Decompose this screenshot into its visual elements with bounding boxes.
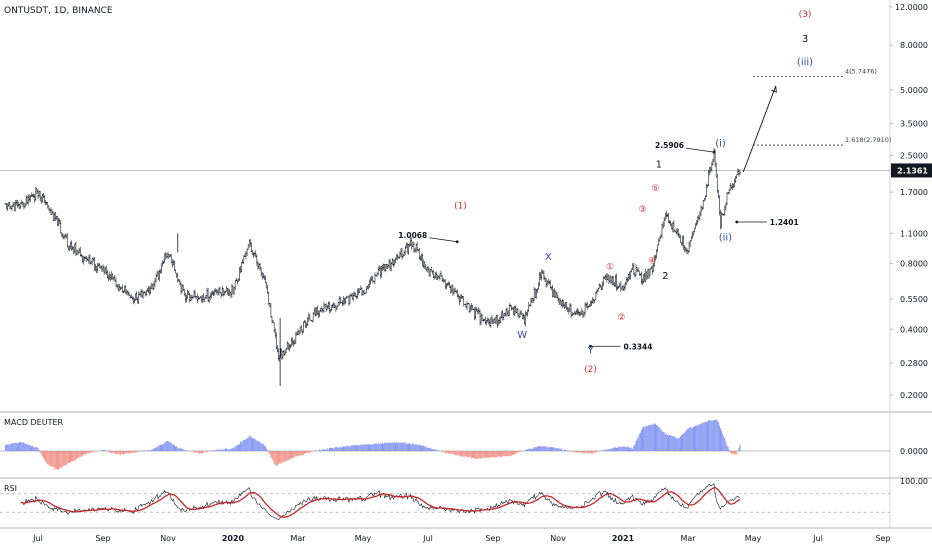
callout-line xyxy=(685,147,715,153)
price-axis-label: 5.0000 xyxy=(900,86,928,95)
wave-label-red: ⑤ xyxy=(651,184,659,194)
price-axis-label: 12.0000 xyxy=(895,3,928,12)
wave-label-blue: (i) xyxy=(715,138,726,149)
time-axis-label: Nov xyxy=(160,534,176,543)
wave-label-blue: X xyxy=(545,252,552,263)
price-callout: 1.2401 xyxy=(770,218,799,227)
callout-line xyxy=(429,237,458,243)
fib-level-label: 1.618(2.7910) xyxy=(845,136,891,144)
price-axis-label: 0.2800 xyxy=(900,359,928,368)
time-axis-label: Sep xyxy=(875,534,890,543)
time-axis-label: 2021 xyxy=(612,534,635,543)
wave-label-red: ① xyxy=(606,263,614,273)
last-price-label: 2.1361 xyxy=(897,166,928,175)
price-bars xyxy=(4,147,741,362)
wave-label-blue: Y xyxy=(586,345,594,356)
projection-arrow xyxy=(742,85,777,173)
wave-label-red: (2) xyxy=(584,365,597,375)
time-axis-label: Nov xyxy=(550,534,566,543)
wave-label-red: (3) xyxy=(799,10,812,20)
price-axis-label: 0.2000 xyxy=(900,391,928,400)
price-callout: 0.3344 xyxy=(624,342,653,351)
time-axis-label: 2020 xyxy=(222,534,245,543)
rsi-title: RSI xyxy=(4,484,17,493)
rsi-axis-label: 100.00 xyxy=(900,477,928,486)
wave-label-blue: (ii) xyxy=(719,233,732,244)
macd-title: MACD DEUTER xyxy=(4,418,64,427)
wave-label-blue: W xyxy=(517,330,527,341)
price-callout: 2.5906 xyxy=(655,141,684,150)
symbol-title: ONTUSDT, 1D, BINANCE xyxy=(4,6,113,16)
macd-histogram xyxy=(5,419,741,470)
time-axis-label: Sep xyxy=(95,534,110,543)
wave-label-dark: 2 xyxy=(662,271,668,282)
time-axis-label: Mar xyxy=(290,534,306,543)
price-axis-label: 0.8000 xyxy=(900,260,928,269)
wave-label-blue: (iii) xyxy=(797,57,813,68)
callout-dot xyxy=(455,240,459,244)
time-axis-label: Sep xyxy=(485,534,500,543)
price-axis-label: 3.5000 xyxy=(900,120,928,129)
price-axis-label: 0.4000 xyxy=(900,325,928,334)
wave-label-red: (1) xyxy=(454,201,467,211)
time-axis-label: Jul xyxy=(812,534,823,543)
price-axis-label: 2.5000 xyxy=(900,152,928,161)
price-callout: 1.0068 xyxy=(398,231,427,240)
price-axis-label: 0.5500 xyxy=(900,295,928,304)
price-axis-label: 8.0000 xyxy=(900,41,928,50)
time-axis-label: May xyxy=(745,534,762,543)
wave-label-red: ③ xyxy=(638,205,646,215)
rsi-line xyxy=(20,483,741,520)
wave-label-red: ④ xyxy=(648,257,656,267)
time-axis-label: May xyxy=(355,534,372,543)
wave-label-red: ② xyxy=(617,313,625,323)
macd-axis-label: 0.0000 xyxy=(900,447,928,456)
price-axis-label: 1.1000 xyxy=(900,229,928,238)
time-axis-label: Jul xyxy=(32,534,43,543)
price-axis-label: 1.7000 xyxy=(900,188,928,197)
projection-arrow-head xyxy=(771,86,777,93)
rsi-signal-line xyxy=(20,486,741,518)
time-axis-label: Mar xyxy=(680,534,696,543)
wave-label-dark: 3 xyxy=(802,34,808,45)
fib-level-label: 4(5.7476) xyxy=(845,68,877,76)
time-axis-label: Jul xyxy=(422,534,433,543)
callout-dot xyxy=(712,150,716,154)
last-price-badge xyxy=(891,163,932,178)
wave-label-dark: 1 xyxy=(656,160,662,171)
